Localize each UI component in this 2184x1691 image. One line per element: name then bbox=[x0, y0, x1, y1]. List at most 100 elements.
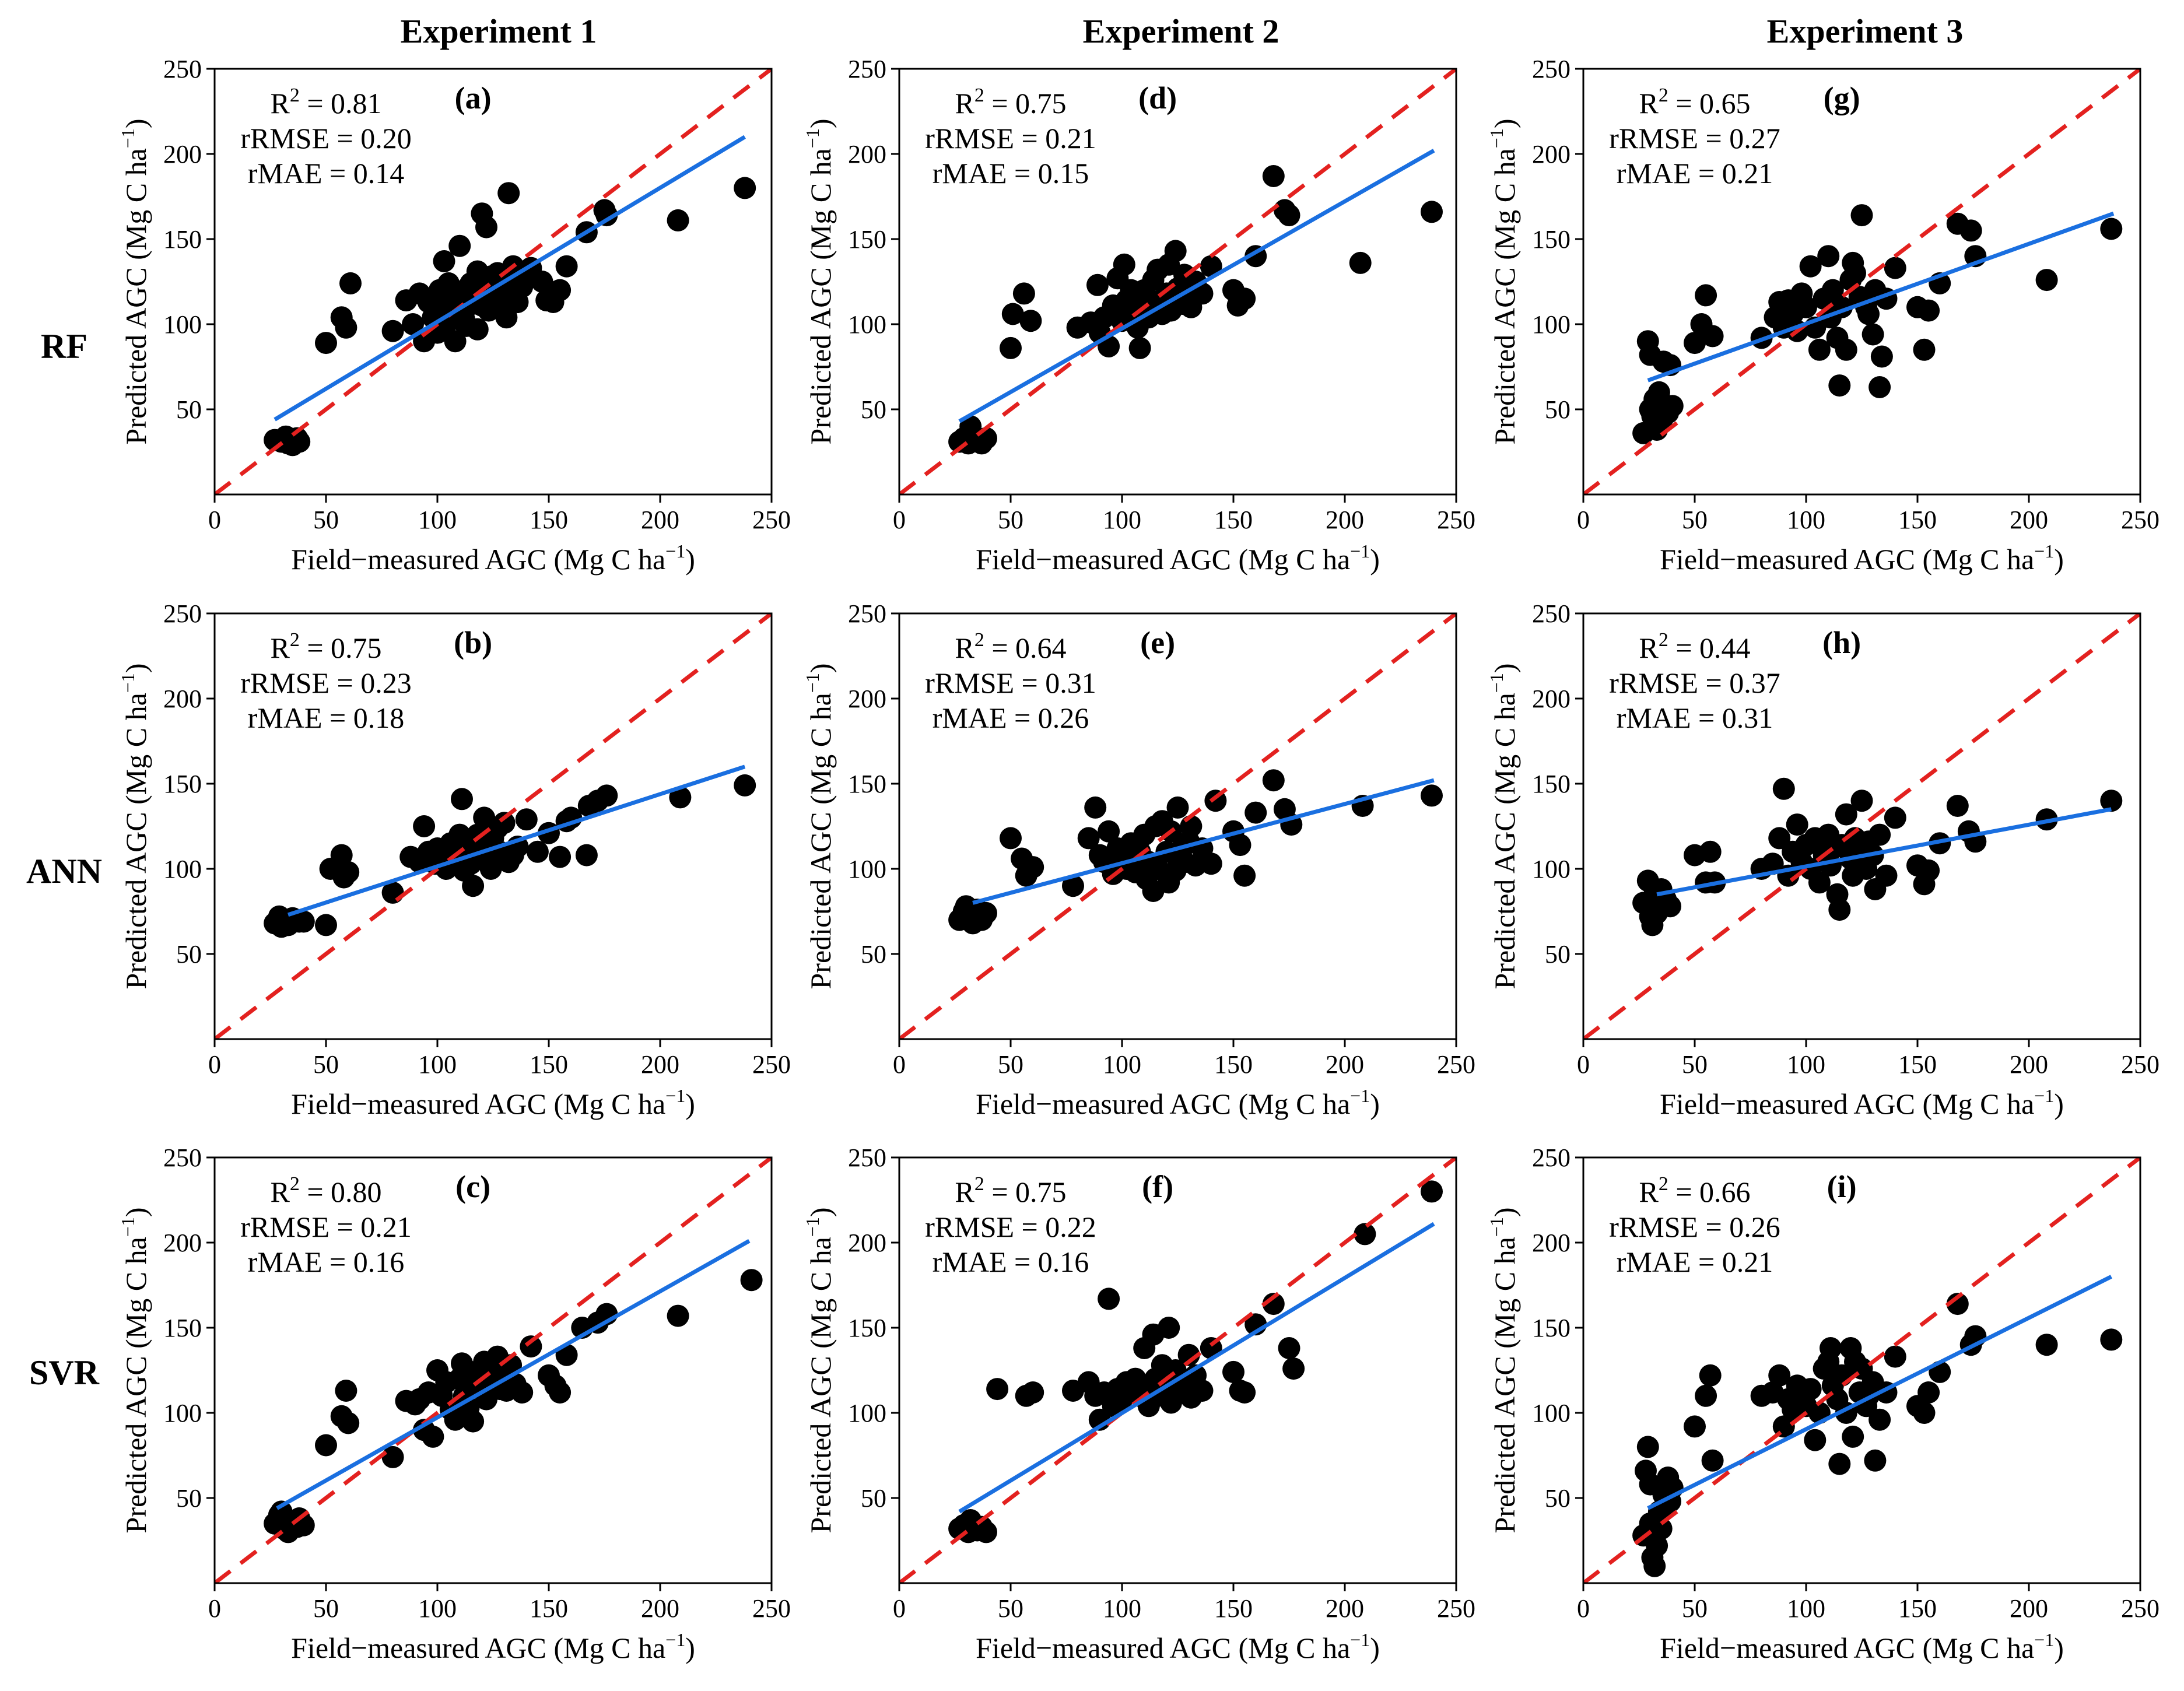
plot-frame bbox=[898, 1156, 1457, 1584]
data-point bbox=[448, 823, 471, 846]
y-tick-label: 150 bbox=[848, 770, 886, 798]
data-point bbox=[1795, 296, 1817, 318]
one-to-one-line bbox=[899, 613, 1456, 1039]
y-tick-label: 50 bbox=[861, 395, 886, 424]
stat-rrmse: rRMSE = 0.21 bbox=[240, 1211, 412, 1243]
y-tick-label: 100 bbox=[848, 310, 886, 339]
data-point bbox=[1808, 338, 1831, 361]
y-tick-label: 200 bbox=[1532, 685, 1570, 713]
data-point bbox=[1158, 1317, 1180, 1339]
x-tick-label: 100 bbox=[1787, 1594, 1825, 1623]
y-axis-label: Predicted AGC (Mg C ha−1) bbox=[802, 1208, 837, 1534]
stat-rmae: rMAE = 0.21 bbox=[1617, 1246, 1773, 1278]
y-tick-label: 200 bbox=[163, 685, 202, 713]
stat-r2: R2 = 0.75 bbox=[955, 85, 1066, 120]
data-point bbox=[1875, 864, 1898, 887]
data-point bbox=[451, 788, 473, 811]
panel-label: (d) bbox=[1138, 80, 1177, 115]
y-axis-label: Predicted AGC (Mg C ha−1) bbox=[802, 119, 837, 445]
y-axis-label: Predicted AGC (Mg C ha−1) bbox=[117, 119, 152, 445]
data-point bbox=[740, 1269, 763, 1292]
data-point bbox=[337, 861, 360, 883]
data-point bbox=[315, 332, 337, 355]
y-tick-label: 50 bbox=[1545, 395, 1570, 424]
data-point bbox=[667, 209, 689, 231]
data-point bbox=[337, 1412, 360, 1434]
panel-label: (a) bbox=[455, 80, 492, 115]
x-tick-label: 50 bbox=[998, 1050, 1023, 1079]
y-tick-label: 250 bbox=[163, 55, 202, 83]
column-title-experiment-3: Experiment 3 bbox=[1766, 12, 1964, 50]
data-point bbox=[555, 255, 578, 278]
row-label-rf: RF bbox=[41, 327, 87, 366]
one-to-one-line bbox=[215, 69, 772, 494]
data-point bbox=[2035, 1334, 2058, 1356]
panel-f-plot-area bbox=[899, 1157, 1456, 1583]
x-tick-label: 100 bbox=[418, 1594, 457, 1623]
y-tick-label: 200 bbox=[848, 1229, 886, 1257]
data-point bbox=[448, 234, 471, 257]
data-point bbox=[1835, 803, 1857, 826]
data-point bbox=[413, 815, 436, 837]
data-point bbox=[1768, 1364, 1791, 1387]
data-point bbox=[1098, 1287, 1120, 1310]
data-point bbox=[1864, 1449, 1887, 1472]
stat-r2: R2 = 0.81 bbox=[270, 85, 381, 120]
data-point bbox=[1077, 827, 1100, 850]
x-tick-label: 250 bbox=[1437, 506, 1475, 534]
panel-c: 0 50 100 150 200 250 50 100 150 200 250 Field−measu… bbox=[117, 1143, 791, 1664]
x-tick-label: 100 bbox=[1103, 506, 1141, 534]
x-tick-label: 150 bbox=[530, 1594, 568, 1623]
panel-label: (c) bbox=[455, 1169, 490, 1204]
data-point bbox=[1857, 303, 1880, 325]
x-tick-label: 200 bbox=[641, 506, 679, 534]
panel-h: 0 50 100 150 200 250 50 100 150 200 250 Field−measu… bbox=[1486, 599, 2160, 1120]
data-point bbox=[1699, 840, 1722, 863]
data-point bbox=[339, 272, 362, 294]
x-tick-label: 100 bbox=[1103, 1594, 1141, 1623]
one-to-one-line bbox=[1583, 69, 2140, 494]
data-point bbox=[531, 271, 553, 293]
data-point bbox=[1695, 284, 1717, 307]
y-tick-label: 150 bbox=[163, 225, 202, 254]
y-tick-label: 150 bbox=[163, 770, 202, 798]
data-point bbox=[1421, 201, 1443, 223]
data-point bbox=[1262, 1293, 1285, 1315]
panel-label: (e) bbox=[1140, 625, 1175, 660]
x-tick-label: 50 bbox=[313, 1594, 339, 1623]
y-tick-label: 250 bbox=[163, 599, 202, 628]
data-point bbox=[1761, 852, 1784, 875]
data-point bbox=[1421, 1180, 1443, 1203]
data-point bbox=[1869, 376, 1891, 398]
data-point bbox=[1850, 204, 1873, 227]
one-to-one-line bbox=[1583, 1157, 2140, 1583]
y-tick-label: 150 bbox=[1532, 225, 1570, 254]
data-point bbox=[1262, 769, 1285, 792]
data-point bbox=[1233, 1381, 1256, 1404]
x-tick-label: 0 bbox=[893, 506, 906, 534]
x-tick-label: 0 bbox=[1577, 1050, 1590, 1079]
data-point bbox=[1835, 338, 1857, 361]
data-point bbox=[479, 858, 502, 880]
data-point bbox=[2100, 217, 2123, 240]
stat-rmae: rMAE = 0.21 bbox=[1617, 157, 1773, 190]
data-point bbox=[1695, 1384, 1717, 1407]
x-tick-label: 100 bbox=[1787, 506, 1825, 534]
panel-g: 0 50 100 150 200 250 50 100 150 200 250 Field−measu… bbox=[1486, 55, 2160, 576]
y-tick-label: 50 bbox=[176, 395, 202, 424]
data-point bbox=[1177, 1343, 1200, 1366]
stat-rrmse: rRMSE = 0.21 bbox=[925, 122, 1096, 155]
stat-r2: R2 = 0.66 bbox=[1639, 1173, 1750, 1208]
regression-fit-line bbox=[958, 149, 1435, 423]
data-point bbox=[1019, 310, 1042, 332]
x-tick-label: 50 bbox=[1682, 1050, 1708, 1079]
panel-h-plot-area bbox=[1583, 613, 2140, 1039]
x-tick-label: 250 bbox=[2121, 1050, 2160, 1079]
data-point bbox=[1701, 1449, 1724, 1472]
data-point bbox=[1200, 255, 1222, 278]
data-point bbox=[475, 216, 497, 238]
data-point bbox=[315, 1434, 337, 1457]
data-point bbox=[1828, 374, 1851, 397]
